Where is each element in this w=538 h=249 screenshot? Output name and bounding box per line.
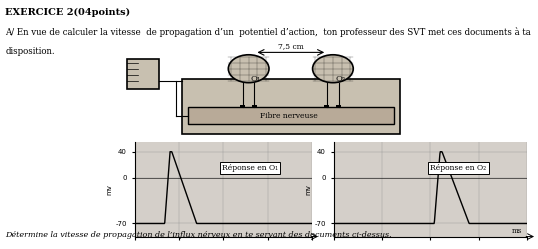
Text: ms: ms: [512, 227, 522, 235]
Text: Détermine la vitesse de propagation de l’influx nérveux en te servant des docume: Détermine la vitesse de propagation de l…: [5, 231, 392, 239]
Circle shape: [313, 55, 353, 83]
Bar: [188, 107, 394, 124]
Text: disposition.: disposition.: [5, 47, 55, 56]
Bar: [252, 105, 257, 108]
Text: O₂: O₂: [335, 75, 345, 83]
Text: A/ En vue de calculer la vitesse  de propagation d’un  potentiel d’action,  ton : A/ En vue de calculer la vitesse de prop…: [5, 27, 531, 37]
Y-axis label: mv: mv: [306, 184, 312, 195]
Text: Fibre nerveuse: Fibre nerveuse: [260, 112, 318, 120]
Text: Réponse en O₁: Réponse en O₁: [222, 164, 278, 172]
Circle shape: [228, 55, 269, 83]
Bar: [324, 105, 329, 108]
Bar: [240, 105, 245, 108]
Text: O₁: O₁: [251, 75, 261, 83]
Y-axis label: mv: mv: [107, 184, 112, 195]
Text: 7,5 cm: 7,5 cm: [278, 42, 304, 50]
Text: Réponse en O₂: Réponse en O₂: [430, 164, 486, 172]
Bar: [336, 105, 341, 108]
Text: EXERCICE 2(04points): EXERCICE 2(04points): [5, 7, 131, 17]
Bar: [126, 59, 159, 89]
Bar: [182, 79, 400, 134]
